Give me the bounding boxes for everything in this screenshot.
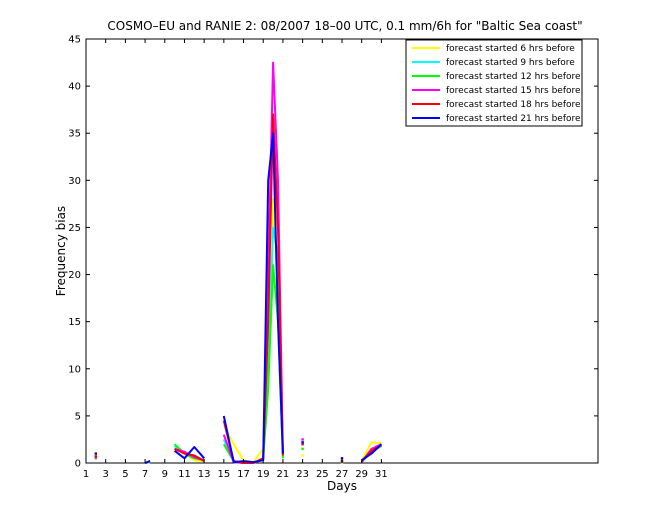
y-tick-label: 30 (68, 176, 81, 187)
x-tick-label: 11 (178, 469, 191, 480)
legend-label-6: forecast started 21 hrs before (446, 114, 581, 124)
series-6-line (144, 460, 151, 464)
legend-label-4: forecast started 15 hrs before (446, 86, 581, 96)
x-tick-label: 13 (198, 469, 211, 480)
x-tick-label: 15 (217, 469, 230, 480)
y-tick-label: 5 (75, 411, 81, 422)
x-tick-label: 25 (316, 469, 329, 480)
series-1-line (360, 441, 382, 462)
y-axis-label: Frequency bias (54, 206, 68, 296)
x-tick-label: 1 (83, 469, 89, 480)
series-5-point (301, 442, 304, 446)
series-1-point (301, 454, 304, 457)
y-tick-label: 15 (68, 317, 81, 328)
legend-label-5: forecast started 18 hrs before (446, 100, 581, 110)
ticks-layer: 1 3 5 7 9 11 13 15 17 19 21 23 25 27 29 310510152025303… (68, 35, 598, 480)
legend: forecast started 6 hrs before forecast st… (405, 39, 583, 127)
x-tick-label: 31 (375, 469, 388, 480)
series-3-point (301, 447, 304, 451)
y-tick-label: 20 (68, 270, 81, 281)
x-tick-label: 19 (257, 469, 270, 480)
x-tick-label: 17 (237, 469, 250, 480)
x-tick-label: 29 (355, 469, 368, 480)
x-tick-label: 21 (277, 469, 290, 480)
legend-label-1: forecast started 6 hrs before (446, 44, 575, 54)
series-5-line (174, 447, 205, 462)
series-6-line (173, 446, 205, 460)
x-tick-label: 7 (142, 469, 148, 480)
series-6-point (301, 441, 304, 444)
chart-title: COSMO–EU and RANIE 2: 08/2007 18–00 UTC,… (107, 19, 582, 33)
series-6-point (94, 452, 98, 455)
y-tick-label: 0 (75, 459, 81, 470)
y-tick-label: 25 (68, 223, 81, 234)
y-tick-label: 45 (68, 35, 81, 46)
x-tick-label: 27 (336, 469, 349, 480)
x-tick-label: 23 (296, 469, 309, 480)
series-5-point (94, 455, 98, 458)
legend-label-2: forecast started 9 hrs before (446, 58, 575, 68)
x-tick-label: 9 (162, 469, 168, 480)
x-axis-label: Days (327, 479, 357, 493)
legend-label-3: forecast started 12 hrs before (446, 72, 581, 82)
x-tick-label: 5 (122, 469, 128, 480)
series-4-point (301, 438, 304, 441)
series-6-line (361, 443, 383, 462)
x-tick-label: 3 (103, 469, 109, 480)
legend-box (405, 39, 583, 127)
y-tick-label: 40 (68, 82, 81, 93)
y-tick-label: 35 (68, 129, 81, 140)
y-tick-label: 10 (68, 364, 81, 375)
series-6-point (340, 457, 344, 460)
